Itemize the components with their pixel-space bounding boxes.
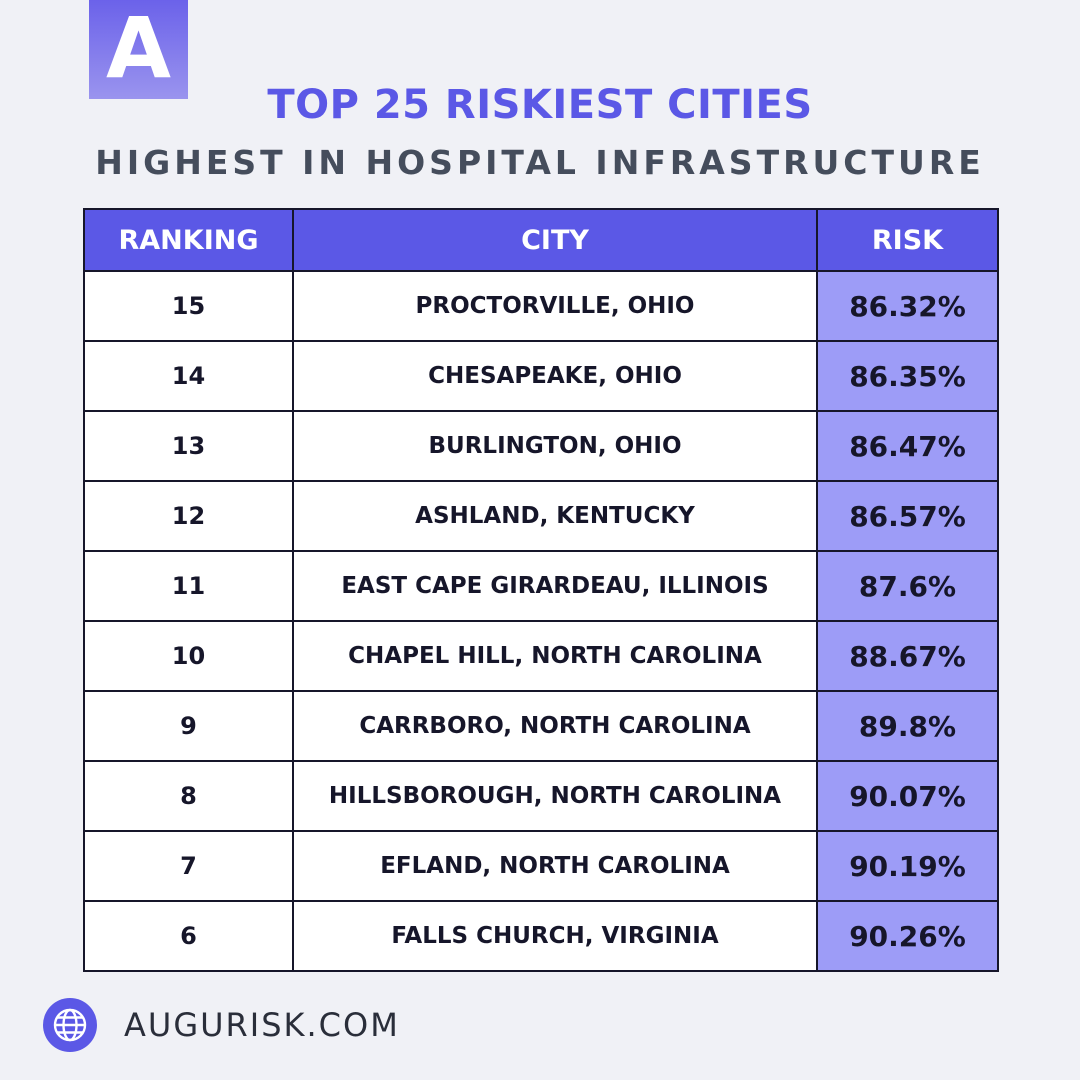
- city-cell: FALLS CHURCH, VIRGINIA: [292, 900, 818, 972]
- brand-logo: A: [89, 0, 188, 99]
- page-subtitle: HIGHEST IN HOSPITAL INFRASTRUCTURE: [95, 143, 985, 182]
- risk-cell: 90.26%: [816, 900, 999, 972]
- table-header-row: RANKING CITY RISK: [83, 208, 999, 272]
- risk-cell: 90.07%: [816, 760, 999, 832]
- ranking-cell: 15: [83, 270, 294, 342]
- table-row: 10 CHAPEL HILL, NORTH CAROLINA 88.67%: [83, 620, 999, 692]
- risk-cell: 86.47%: [816, 410, 999, 482]
- risk-cell: 86.32%: [816, 270, 999, 342]
- city-cell: CARRBORO, NORTH CAROLINA: [292, 690, 818, 762]
- table-row: 6 FALLS CHURCH, VIRGINIA 90.26%: [83, 900, 999, 972]
- table-row: 9 CARRBORO, NORTH CAROLINA 89.8%: [83, 690, 999, 762]
- risk-cell: 87.6%: [816, 550, 999, 622]
- table-row: 11 EAST CAPE GIRARDEAU, ILLINOIS 87.6%: [83, 550, 999, 622]
- ranking-cell: 7: [83, 830, 294, 902]
- footer: AUGURISK.COM: [43, 998, 400, 1052]
- ranking-cell: 12: [83, 480, 294, 552]
- ranking-cell: 9: [83, 690, 294, 762]
- ranking-cell: 6: [83, 900, 294, 972]
- ranking-cell: 13: [83, 410, 294, 482]
- risk-cell: 86.57%: [816, 480, 999, 552]
- city-cell: ASHLAND, KENTUCKY: [292, 480, 818, 552]
- globe-icon: [43, 998, 97, 1052]
- risk-cell: 86.35%: [816, 340, 999, 412]
- page-title: TOP 25 RISKIEST CITIES: [267, 82, 813, 128]
- column-header-ranking: RANKING: [83, 208, 294, 272]
- risk-cell: 90.19%: [816, 830, 999, 902]
- city-cell: EAST CAPE GIRARDEAU, ILLINOIS: [292, 550, 818, 622]
- risk-cell: 88.67%: [816, 620, 999, 692]
- risk-cell: 89.8%: [816, 690, 999, 762]
- city-cell: CHESAPEAKE, OHIO: [292, 340, 818, 412]
- city-cell: CHAPEL HILL, NORTH CAROLINA: [292, 620, 818, 692]
- city-cell: HILLSBOROUGH, NORTH CAROLINA: [292, 760, 818, 832]
- ranking-cell: 11: [83, 550, 294, 622]
- risk-table: RANKING CITY RISK 15 PROCTORVILLE, OHIO …: [83, 208, 999, 972]
- ranking-cell: 8: [83, 760, 294, 832]
- table-row: 12 ASHLAND, KENTUCKY 86.57%: [83, 480, 999, 552]
- table-row: 15 PROCTORVILLE, OHIO 86.32%: [83, 270, 999, 342]
- city-cell: PROCTORVILLE, OHIO: [292, 270, 818, 342]
- logo-letter: A: [105, 0, 171, 97]
- column-header-city: CITY: [292, 208, 818, 272]
- table-row: 14 CHESAPEAKE, OHIO 86.35%: [83, 340, 999, 412]
- ranking-cell: 14: [83, 340, 294, 412]
- city-cell: EFLAND, NORTH CAROLINA: [292, 830, 818, 902]
- city-cell: BURLINGTON, OHIO: [292, 410, 818, 482]
- table-row: 8 HILLSBOROUGH, NORTH CAROLINA 90.07%: [83, 760, 999, 832]
- column-header-risk: RISK: [816, 208, 999, 272]
- table-row: 13 BURLINGTON, OHIO 86.47%: [83, 410, 999, 482]
- ranking-cell: 10: [83, 620, 294, 692]
- table-row: 7 EFLAND, NORTH CAROLINA 90.19%: [83, 830, 999, 902]
- website-link[interactable]: AUGURISK.COM: [124, 1006, 400, 1044]
